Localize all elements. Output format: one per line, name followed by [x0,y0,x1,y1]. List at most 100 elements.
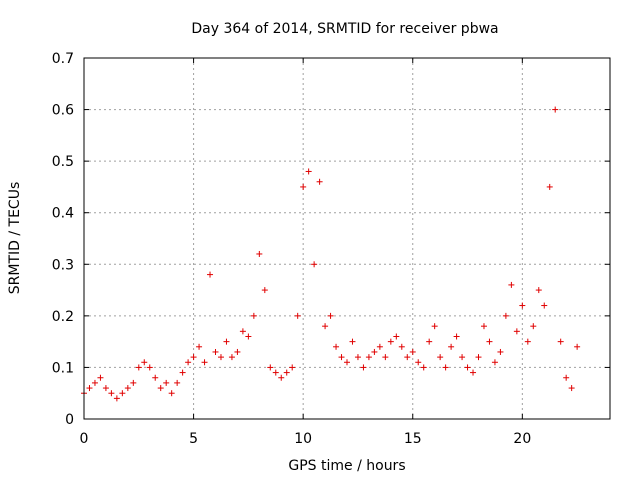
axis-ticks: 0 0.1 0.2 0.3 0.4 0.5 0.6 0.7 0 5 10 15 20 [52,51,610,447]
y-axis-label: SRMTID / TECUs [7,182,23,295]
data-point [86,385,93,392]
data-point [245,333,252,340]
data-point [448,343,455,350]
y-tick-label: 0.6 [52,103,74,119]
data-point [283,369,290,376]
y-tick-label: 0.3 [52,257,74,273]
data-point [349,338,356,345]
data-point [256,250,263,257]
data-point [387,338,394,345]
y-tick-label: 0.5 [52,154,74,170]
x-axis-label: GPS time / hours [288,458,405,474]
data-point [365,354,372,361]
data-point [124,385,131,392]
chart-title: Day 364 of 2014, SRMTID for receiver pbw… [191,21,498,37]
data-point [322,323,329,330]
data-point [354,354,361,361]
data-point [119,390,126,397]
data-point [141,359,148,366]
data-point [502,312,509,319]
data-point [338,354,345,361]
data-point [491,359,498,366]
data-point [470,369,477,376]
data-point [234,348,241,355]
data-point [201,359,208,366]
data-point [530,323,537,330]
data-point [261,287,268,294]
data-point [135,364,142,371]
data-point [228,354,235,361]
data-point [294,312,301,319]
data-point [168,390,175,397]
data-point [305,168,312,175]
data-point [513,328,520,335]
data-point [453,333,460,340]
data-point [464,364,471,371]
data-point [371,348,378,355]
data-point [146,364,153,371]
data-point [190,354,197,361]
data-point [196,343,203,350]
data-point [393,333,400,340]
data-point [409,348,416,355]
data-point [91,379,98,386]
data-point [97,374,104,381]
data-point [267,364,274,371]
data-point [480,323,487,330]
data-point [163,379,170,386]
data-point [431,323,438,330]
data-point [108,390,115,397]
data-point [360,364,367,371]
data-point [426,338,433,345]
y-tick-label: 0.7 [52,51,74,67]
data-point [311,261,318,268]
data-point [344,359,350,366]
data-point [568,385,575,392]
x-tick-label: 5 [189,431,198,447]
x-tick-label: 0 [80,431,89,447]
data-point [398,343,405,350]
y-tick-label: 0.2 [52,309,74,325]
data-point [508,281,515,288]
data-point [497,348,504,355]
data-point [557,338,564,345]
y-tick-label: 0 [65,412,74,428]
data-point [415,359,422,366]
data-point [475,354,482,361]
data-point [552,106,559,113]
data-point [179,369,186,376]
data-point [130,379,137,386]
data-point [327,312,334,319]
y-tick-label: 0.1 [52,360,74,376]
data-point [524,338,531,345]
data-point [102,385,109,392]
data-point [212,348,219,355]
data-point [217,354,224,361]
data-point [250,312,257,319]
data-point [486,338,493,345]
data-point [157,385,164,392]
data-point [223,338,230,345]
data-point [289,364,296,371]
data-point [376,343,383,350]
data-point [420,364,427,371]
data-point [333,343,340,350]
data-point [316,178,323,185]
data-point [535,287,542,294]
data-point [300,183,307,190]
data-point [207,271,214,278]
data-point [185,359,192,366]
data-point [239,328,246,335]
data-point [459,354,466,361]
x-tick-label: 15 [404,431,422,447]
data-point [574,343,581,350]
data-point [382,354,389,361]
data-point [113,395,120,402]
x-tick-label: 10 [294,431,312,447]
data-point [272,369,279,376]
data-point [174,379,181,386]
data-point [437,354,444,361]
data-points [81,106,581,402]
data-point [442,364,449,371]
x-tick-label: 20 [513,431,531,447]
